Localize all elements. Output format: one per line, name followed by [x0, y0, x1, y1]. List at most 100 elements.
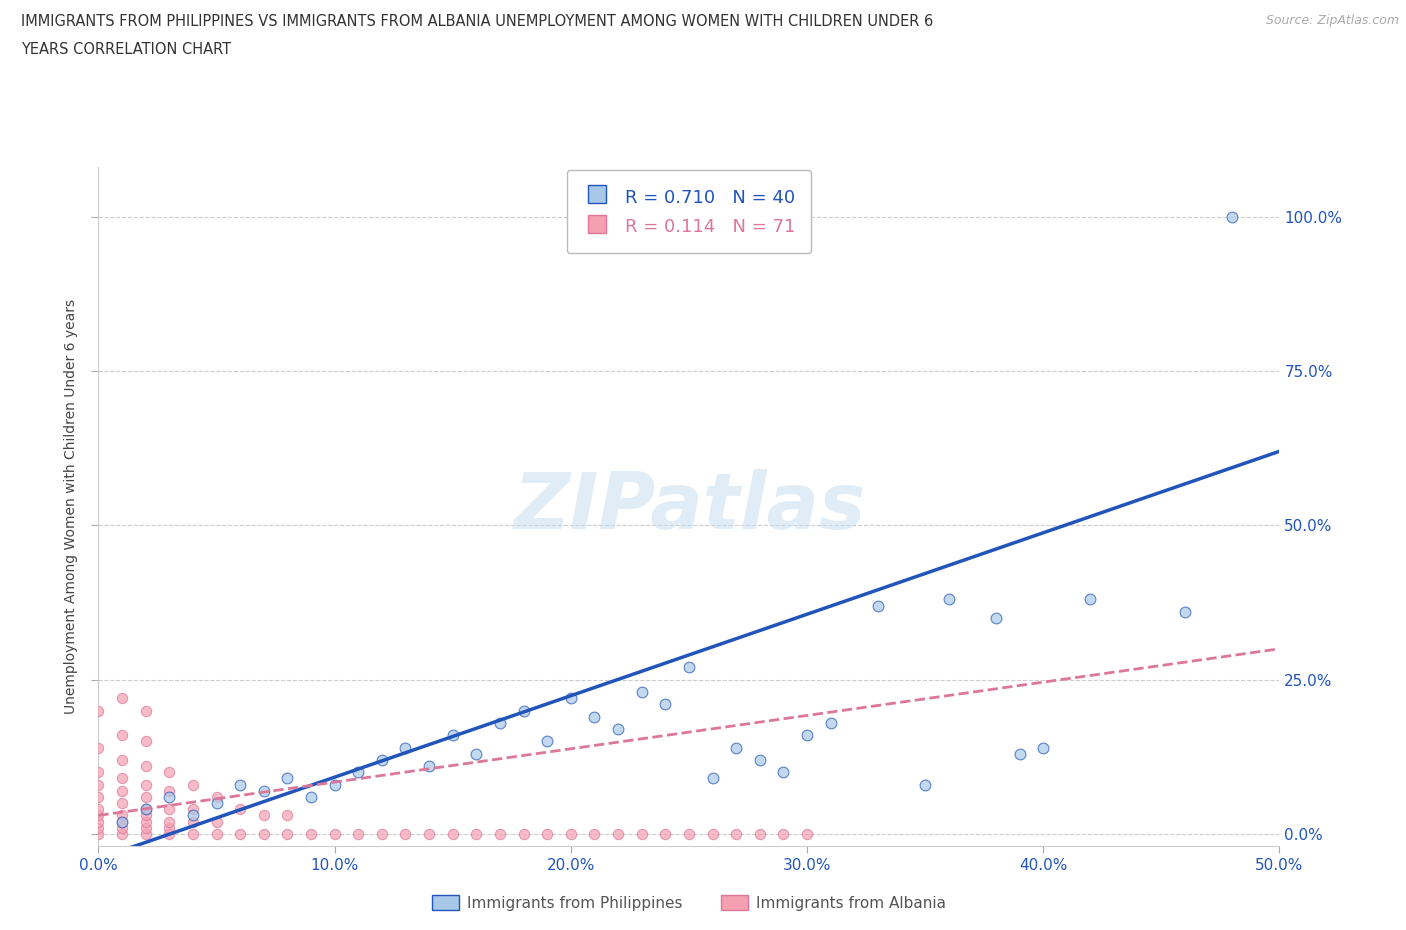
- Point: [702, 827, 724, 842]
- Point: [394, 740, 416, 755]
- Point: [536, 827, 558, 842]
- Point: [914, 777, 936, 792]
- Point: [157, 827, 180, 842]
- Point: [465, 746, 488, 761]
- Point: [866, 598, 889, 613]
- Point: [157, 802, 180, 817]
- Point: [323, 827, 346, 842]
- Point: [111, 814, 134, 829]
- Point: [748, 752, 770, 767]
- Point: [157, 783, 180, 798]
- Point: [181, 808, 204, 823]
- Point: [1032, 740, 1054, 755]
- Point: [512, 703, 534, 718]
- Point: [820, 715, 842, 730]
- Point: [276, 771, 298, 786]
- Point: [630, 684, 652, 699]
- Text: Source: ZipAtlas.com: Source: ZipAtlas.com: [1265, 14, 1399, 27]
- Point: [205, 827, 228, 842]
- Point: [725, 740, 748, 755]
- Point: [157, 820, 180, 835]
- Point: [181, 827, 204, 842]
- Point: [111, 691, 134, 706]
- Point: [135, 820, 157, 835]
- Point: [111, 783, 134, 798]
- Point: [560, 691, 582, 706]
- Point: [1174, 604, 1197, 619]
- Point: [253, 827, 276, 842]
- Point: [1220, 209, 1243, 224]
- Point: [135, 808, 157, 823]
- Point: [135, 777, 157, 792]
- Point: [678, 827, 700, 842]
- Point: [135, 703, 157, 718]
- Point: [111, 728, 134, 743]
- Point: [135, 790, 157, 804]
- Point: [1008, 746, 1031, 761]
- Point: [489, 715, 512, 730]
- Point: [678, 660, 700, 675]
- Text: YEARS CORRELATION CHART: YEARS CORRELATION CHART: [21, 42, 231, 57]
- Point: [111, 820, 134, 835]
- Point: [135, 734, 157, 749]
- Point: [87, 802, 110, 817]
- Point: [772, 827, 794, 842]
- Point: [984, 610, 1007, 625]
- Point: [607, 722, 630, 737]
- Point: [111, 827, 134, 842]
- Point: [583, 827, 606, 842]
- Point: [205, 790, 228, 804]
- Point: [796, 728, 818, 743]
- Text: ZIPatlas: ZIPatlas: [513, 469, 865, 545]
- Point: [181, 777, 204, 792]
- Point: [371, 827, 394, 842]
- Y-axis label: Unemployment Among Women with Children Under 6 years: Unemployment Among Women with Children U…: [65, 299, 79, 714]
- Point: [87, 808, 110, 823]
- Point: [87, 740, 110, 755]
- Point: [87, 790, 110, 804]
- Point: [111, 814, 134, 829]
- Point: [205, 814, 228, 829]
- Point: [229, 777, 252, 792]
- Point: [87, 814, 110, 829]
- Point: [418, 827, 440, 842]
- Point: [512, 827, 534, 842]
- Point: [135, 802, 157, 817]
- Point: [87, 703, 110, 718]
- Point: [938, 592, 960, 607]
- Point: [441, 827, 464, 842]
- Point: [748, 827, 770, 842]
- Point: [111, 752, 134, 767]
- Point: [772, 764, 794, 779]
- Point: [253, 783, 276, 798]
- Point: [654, 827, 676, 842]
- Point: [111, 808, 134, 823]
- Point: [181, 802, 204, 817]
- Point: [205, 796, 228, 811]
- Point: [630, 827, 652, 842]
- Point: [87, 820, 110, 835]
- Point: [253, 808, 276, 823]
- Point: [229, 802, 252, 817]
- Point: [371, 752, 394, 767]
- Point: [87, 777, 110, 792]
- Point: [276, 808, 298, 823]
- Point: [583, 710, 606, 724]
- Point: [299, 827, 322, 842]
- Point: [157, 790, 180, 804]
- Point: [111, 771, 134, 786]
- Point: [418, 759, 440, 774]
- Point: [111, 796, 134, 811]
- Point: [489, 827, 512, 842]
- Point: [87, 827, 110, 842]
- Point: [560, 827, 582, 842]
- Point: [347, 764, 370, 779]
- Point: [725, 827, 748, 842]
- Legend: Immigrants from Philippines, Immigrants from Albania: Immigrants from Philippines, Immigrants …: [426, 888, 952, 917]
- Point: [135, 814, 157, 829]
- Point: [135, 827, 157, 842]
- Point: [607, 827, 630, 842]
- Point: [441, 728, 464, 743]
- Point: [394, 827, 416, 842]
- Point: [702, 771, 724, 786]
